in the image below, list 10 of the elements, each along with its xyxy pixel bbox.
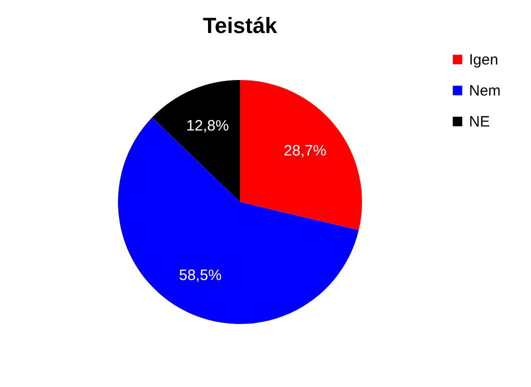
data-label: 28,7%	[284, 142, 326, 160]
pie-slice	[118, 117, 359, 324]
chart-title: Teisták	[202, 13, 278, 38]
data-label: 58,5%	[178, 266, 222, 284]
pie-slice	[152, 80, 240, 202]
legend-label: Igen	[469, 52, 498, 68]
legend-label: Nem	[469, 82, 501, 100]
legend-label: NE	[469, 114, 490, 130]
pie-slice	[240, 80, 362, 230]
data-label: 12,8%	[186, 118, 229, 135]
